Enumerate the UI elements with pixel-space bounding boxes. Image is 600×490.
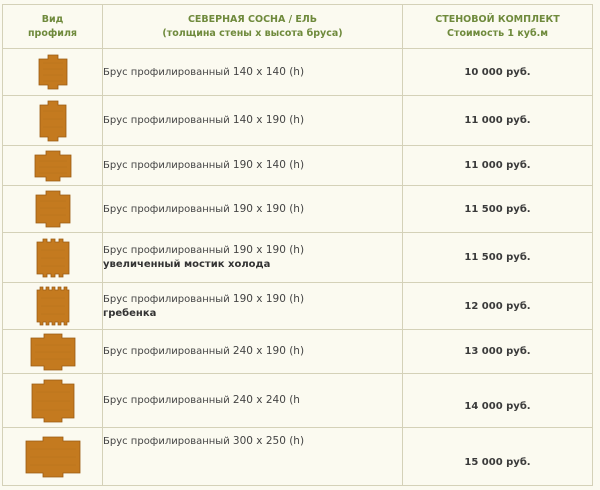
description-cell: Брус профилированный 190 х 190 (h) гребе… — [102, 282, 403, 330]
profile-cell — [2, 282, 103, 330]
price-cell: 15 000 руб. — [402, 427, 593, 486]
price-value: 14 000 руб. — [464, 401, 531, 412]
profile-size: 190 х 190 (h) — [232, 244, 305, 256]
profile-cell — [2, 329, 103, 374]
profile-size: 240 х 240 (h — [232, 394, 300, 406]
description-cell: Брус профилированный 240 х 240 (h — [102, 373, 403, 428]
profile-190x190-bridge-icon — [36, 238, 69, 277]
profile-label: Брус профилированный — [103, 66, 230, 78]
profile-cell — [2, 95, 103, 146]
profile-140x140-icon — [38, 54, 67, 90]
profile-240x190-icon — [30, 333, 75, 370]
table-row: Брус профилированный 300 х 250 (h) 15 00… — [2, 427, 593, 486]
profile-cell — [2, 373, 103, 428]
table-row: Брус профилированный 190 х 190 (h) увели… — [2, 232, 593, 283]
profile-190x140-icon — [34, 150, 71, 181]
profile-cell — [2, 427, 103, 486]
header-profile-line1: Вид — [41, 13, 64, 25]
table-row: Брус профилированный 140 х 190 (h) 11 00… — [2, 95, 593, 146]
header-wood-line1: СЕВЕРНАЯ СОСНА / ЕЛЬ — [187, 13, 318, 25]
price-cell: 12 000 руб. — [402, 282, 593, 330]
table-row: Брус профилированный 140 х 140 (h) 10 00… — [2, 48, 593, 96]
profile-size: 190 х 140 (h) — [232, 159, 305, 171]
description-cell: Брус профилированный 300 х 250 (h) — [102, 427, 403, 486]
profile-label: Брус профилированный — [103, 203, 230, 215]
price-cell: 10 000 руб. — [402, 48, 593, 96]
profile-190x190-comb-icon — [36, 286, 69, 326]
profile-label: Брус профилированный — [103, 160, 230, 171]
profile-cell — [2, 145, 103, 186]
table-row: Брус профилированный 240 х 190 (h) 13 00… — [2, 329, 593, 374]
profile-label: Брус профилированный — [103, 293, 230, 305]
table-row: Брус профилированный 240 х 240 (h 14 000… — [2, 373, 593, 428]
price-cell: 14 000 руб. — [402, 373, 593, 428]
table-row: Брус профилированный 190 х 190 (h) гребе… — [2, 282, 593, 330]
profile-size: 240 х 190 (h) — [232, 345, 305, 357]
price-cell: 11 500 руб. — [402, 185, 593, 233]
header-price-line2: Стоимость 1 куб.м — [447, 27, 548, 39]
profile-cell — [2, 48, 103, 96]
description-cell: Брус профилированный 240 х 190 (h) — [102, 329, 403, 374]
profile-cell — [2, 232, 103, 283]
price-value: 11 000 руб. — [464, 160, 531, 171]
price-value: 13 000 руб. — [464, 346, 531, 357]
profile-size: 190 х 190 (h) — [232, 292, 305, 305]
price-value: 11 000 руб. — [464, 115, 531, 126]
profile-cell — [2, 185, 103, 233]
profile-190x190-icon — [35, 190, 70, 228]
price-value: 11 500 руб. — [464, 203, 531, 215]
profile-140x190-icon — [39, 100, 66, 141]
price-cell: 11 500 руб. — [402, 232, 593, 283]
header-price-line1: СТЕНОВОЙ КОМПЛЕКТ — [435, 13, 560, 25]
header-price: СТЕНОВОЙ КОМПЛЕКТ Стоимость 1 куб.м — [402, 4, 593, 49]
table-row: Брус профилированный 190 х 190 (h) 11 50… — [2, 185, 593, 233]
price-value: 15 000 руб. — [464, 457, 531, 468]
profile-300x250-icon — [25, 436, 80, 477]
profile-label: Брус профилированный — [103, 346, 230, 357]
profile-note: увеличенный мостик холода — [103, 259, 271, 270]
profile-size: 300 х 250 (h) — [232, 435, 305, 447]
header-wood-line2: (толщина стены х высота бруса) — [162, 27, 343, 39]
profile-label: Брус профилированный — [103, 395, 230, 406]
table-header-row: Вид профиля СЕВЕРНАЯ СОСНА / ЕЛЬ (толщин… — [2, 4, 593, 49]
profile-label: Брус профилированный — [103, 245, 230, 256]
price-table: Вид профиля СЕВЕРНАЯ СОСНА / ЕЛЬ (толщин… — [2, 4, 593, 486]
price-value: 10 000 руб. — [464, 66, 531, 78]
profile-240x240-icon — [31, 379, 74, 422]
price-value: 12 000 руб. — [464, 300, 531, 312]
price-cell: 13 000 руб. — [402, 329, 593, 374]
profile-label: Брус профилированный — [103, 436, 230, 447]
description-cell: Брус профилированный 190 х 140 (h) — [102, 145, 403, 186]
price-value: 11 500 руб. — [464, 252, 531, 263]
profile-note: гребенка — [103, 307, 157, 319]
profile-size: 140 х 140 (h) — [232, 65, 305, 78]
header-profile: Вид профиля — [2, 4, 103, 49]
description-cell: Брус профилированный 190 х 190 (h) — [102, 185, 403, 233]
profile-label: Брус профилированный — [103, 115, 230, 126]
profile-size: 140 х 190 (h) — [232, 114, 305, 126]
price-cell: 11 000 руб. — [402, 145, 593, 186]
table-row: Брус профилированный 190 х 140 (h) 11 00… — [2, 145, 593, 186]
profile-size: 190 х 190 (h) — [232, 202, 305, 215]
description-cell: Брус профилированный 140 х 140 (h) — [102, 48, 403, 96]
price-cell: 11 000 руб. — [402, 95, 593, 146]
header-wood: СЕВЕРНАЯ СОСНА / ЕЛЬ (толщина стены х вы… — [102, 4, 403, 49]
description-cell: Брус профилированный 190 х 190 (h) увели… — [102, 232, 403, 283]
description-cell: Брус профилированный 140 х 190 (h) — [102, 95, 403, 146]
header-profile-line2: профиля — [27, 27, 78, 39]
